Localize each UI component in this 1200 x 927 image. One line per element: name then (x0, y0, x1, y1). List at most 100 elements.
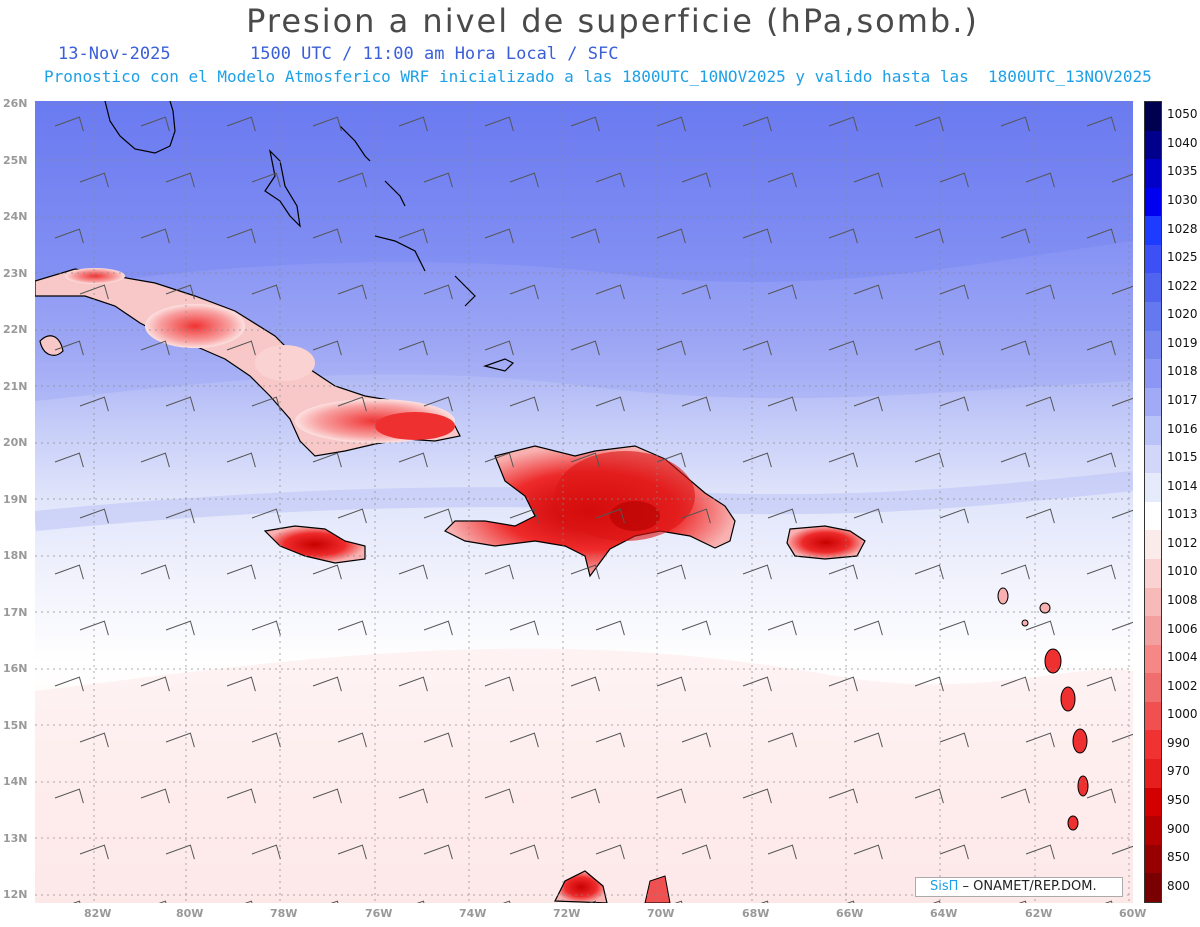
colorbar-label: 1040 (1167, 135, 1198, 150)
colorbar-label: 800 (1167, 878, 1190, 893)
lon-label: 64W (930, 907, 958, 920)
wind-barb (484, 340, 514, 356)
wind-barb (674, 900, 683, 903)
wind-barb (828, 452, 858, 468)
wind-barb (226, 788, 256, 804)
wind-barb (165, 620, 195, 636)
wind-barb (939, 732, 969, 748)
wind-barb (767, 620, 797, 636)
wind-barb (423, 284, 453, 300)
wind-barbs (54, 116, 1133, 903)
wind-barb (853, 396, 883, 412)
colorbar-swatch (1145, 330, 1161, 360)
wind-barb (337, 284, 367, 300)
lon-label: 74W (459, 907, 487, 920)
wind-barb (1086, 788, 1116, 804)
wind-barb (1000, 452, 1030, 468)
colorbar-swatch (1145, 444, 1161, 474)
wind-barb (509, 396, 539, 412)
wind-barb (760, 900, 769, 903)
colorbar-label: 1015 (1167, 450, 1198, 465)
lat-label: 16N (3, 662, 28, 675)
wind-barb (398, 676, 428, 692)
wind-barb (1104, 900, 1113, 903)
wind-barb (1000, 676, 1030, 692)
lat-label: 21N (3, 380, 28, 393)
wind-barb (79, 396, 109, 412)
sispi-logo: SisΠ (930, 879, 959, 894)
colorbar-swatch (1145, 102, 1161, 131)
wind-barb (398, 340, 428, 356)
lon-label: 78W (270, 907, 298, 920)
wind-barb (337, 396, 367, 412)
wind-barb (251, 284, 281, 300)
wind-barb (54, 340, 84, 356)
wind-barb (932, 900, 941, 903)
wind-barb (79, 732, 109, 748)
lon-label: 70W (647, 907, 675, 920)
colorbar-swatch (1145, 216, 1161, 245)
wind-barb (312, 228, 342, 244)
wind-barb (251, 172, 281, 188)
wind-barb (165, 172, 195, 188)
colorbar-label: 1019 (1167, 335, 1198, 350)
wind-barb (656, 788, 686, 804)
wind-barb (1086, 564, 1116, 580)
colorbar-swatch (1145, 787, 1161, 817)
wind-barb (165, 396, 195, 412)
colorbar-label: 1035 (1167, 164, 1198, 179)
wind-barb (1000, 116, 1030, 132)
wind-barb (1086, 116, 1116, 132)
colorbar-label: 1008 (1167, 593, 1198, 607)
wind-barb (312, 676, 342, 692)
colorbar-swatch (1145, 873, 1161, 902)
wind-barb (742, 340, 772, 356)
colorbar-swatch (1145, 473, 1161, 502)
lon-label: 68W (742, 907, 770, 920)
wind-barb (140, 228, 170, 244)
wind-barb (1111, 285, 1133, 295)
wind-barb (484, 452, 514, 468)
wind-barb (914, 564, 944, 580)
wind-barb (656, 340, 686, 356)
lat-label: 12N (3, 888, 28, 901)
colorbar-swatch (1145, 587, 1161, 617)
wind-barb (312, 564, 342, 580)
wind-barb (79, 172, 109, 188)
wind-barb (853, 508, 883, 524)
wind-barb (502, 900, 511, 903)
wind-barb (251, 844, 281, 860)
wind-barb (914, 228, 944, 244)
colorbar-swatch (1145, 701, 1161, 731)
colorbar-label: 1006 (1167, 621, 1198, 636)
wind-barb (312, 452, 342, 468)
colorbar-label: 950 (1167, 793, 1190, 807)
wind-barb (1025, 396, 1055, 412)
colorbar-swatch (1145, 501, 1161, 531)
colorbar-label: 1017 (1167, 393, 1198, 407)
lon-label: 76W (365, 907, 393, 920)
wind-barb (681, 620, 711, 636)
wind-barb (570, 228, 600, 244)
wind-barb (226, 116, 256, 132)
wind-barb (742, 228, 772, 244)
lat-label: 26N (3, 97, 28, 110)
wind-barb (79, 844, 109, 860)
wind-barb (595, 844, 625, 860)
wind-barb (1086, 340, 1116, 356)
colorbar-swatch (1145, 416, 1161, 445)
wind-barb (853, 620, 883, 636)
wind-barb (484, 228, 514, 244)
wind-barb (914, 452, 944, 468)
wind-barb (423, 172, 453, 188)
wind-barb (54, 564, 84, 580)
cuba-landmass (35, 268, 461, 457)
wind-barb (337, 620, 367, 636)
wind-barb (570, 452, 600, 468)
colorbar-label: 1004 (1167, 650, 1198, 665)
wind-barb (681, 172, 711, 188)
colorbar-swatch (1145, 758, 1161, 788)
wind-barb (1086, 228, 1116, 244)
wind-barb (509, 508, 539, 524)
wind-barb (484, 788, 514, 804)
